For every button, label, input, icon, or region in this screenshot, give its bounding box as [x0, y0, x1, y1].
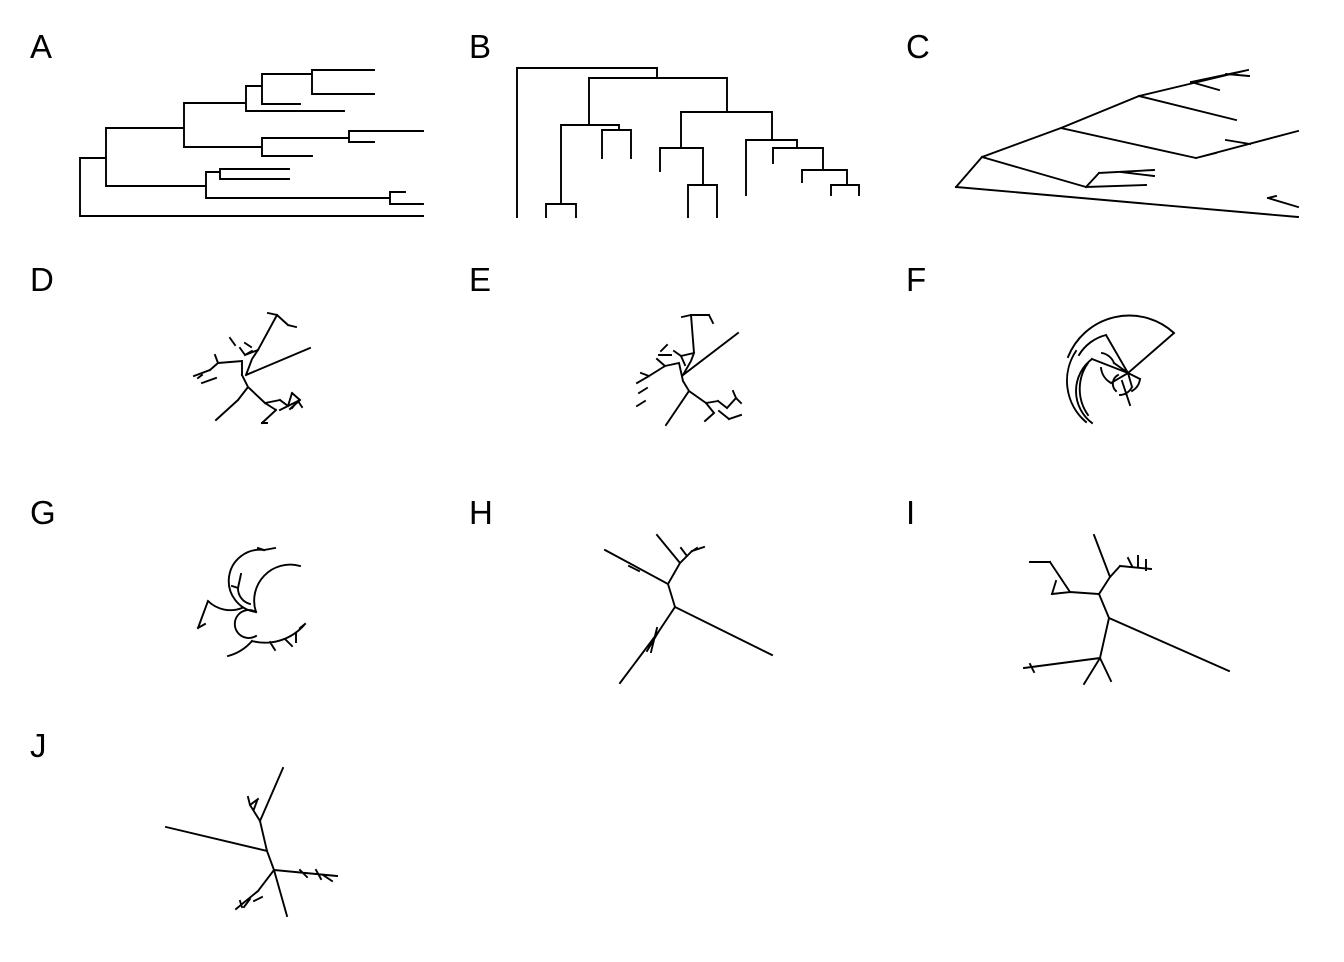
tree-branches	[79, 69, 424, 217]
tree-b-cladogram	[516, 67, 860, 218]
tree-branches	[516, 67, 860, 218]
tree-f-circular	[1066, 314, 1176, 425]
panel-h: H	[469, 496, 909, 729]
panel-d: D	[30, 263, 470, 496]
tree-branches	[1022, 533, 1231, 686]
panel-e: E	[469, 263, 909, 496]
tree-branches	[635, 313, 743, 427]
panel-label: F	[906, 261, 927, 298]
panel-a: A	[30, 30, 470, 263]
tree-h-unrooted	[603, 533, 774, 685]
panel-i: I	[906, 496, 1344, 729]
tree-a-rectangular	[79, 69, 424, 217]
panel-g: G	[30, 496, 470, 729]
tree-branches	[192, 311, 312, 425]
tree-branches	[954, 68, 1300, 219]
tree-i-unrooted	[1022, 533, 1231, 686]
panel-label: D	[30, 261, 54, 298]
tree-e-fan	[635, 313, 743, 427]
panel-j: J	[30, 729, 470, 962]
panel-b: B	[469, 30, 909, 263]
tree-branches	[603, 533, 774, 685]
panel-label: J	[30, 727, 47, 764]
panel-f: F	[906, 263, 1344, 496]
panel-c: C	[906, 30, 1344, 263]
panel-label: A	[30, 28, 53, 65]
panel-label: E	[469, 261, 492, 298]
tree-d-fan	[192, 311, 312, 425]
panel-label: G	[30, 494, 56, 531]
tree-branches	[196, 546, 307, 658]
panel-label: H	[469, 494, 493, 531]
tree-branches	[164, 766, 339, 918]
panel-label: B	[469, 28, 492, 65]
panel-label: C	[906, 28, 930, 65]
tree-g-radial-arc	[196, 546, 307, 658]
panel-label: I	[906, 494, 916, 531]
tree-c-slanted	[954, 68, 1300, 219]
tree-j-unrooted	[164, 766, 339, 918]
tree-branches	[1066, 314, 1176, 425]
